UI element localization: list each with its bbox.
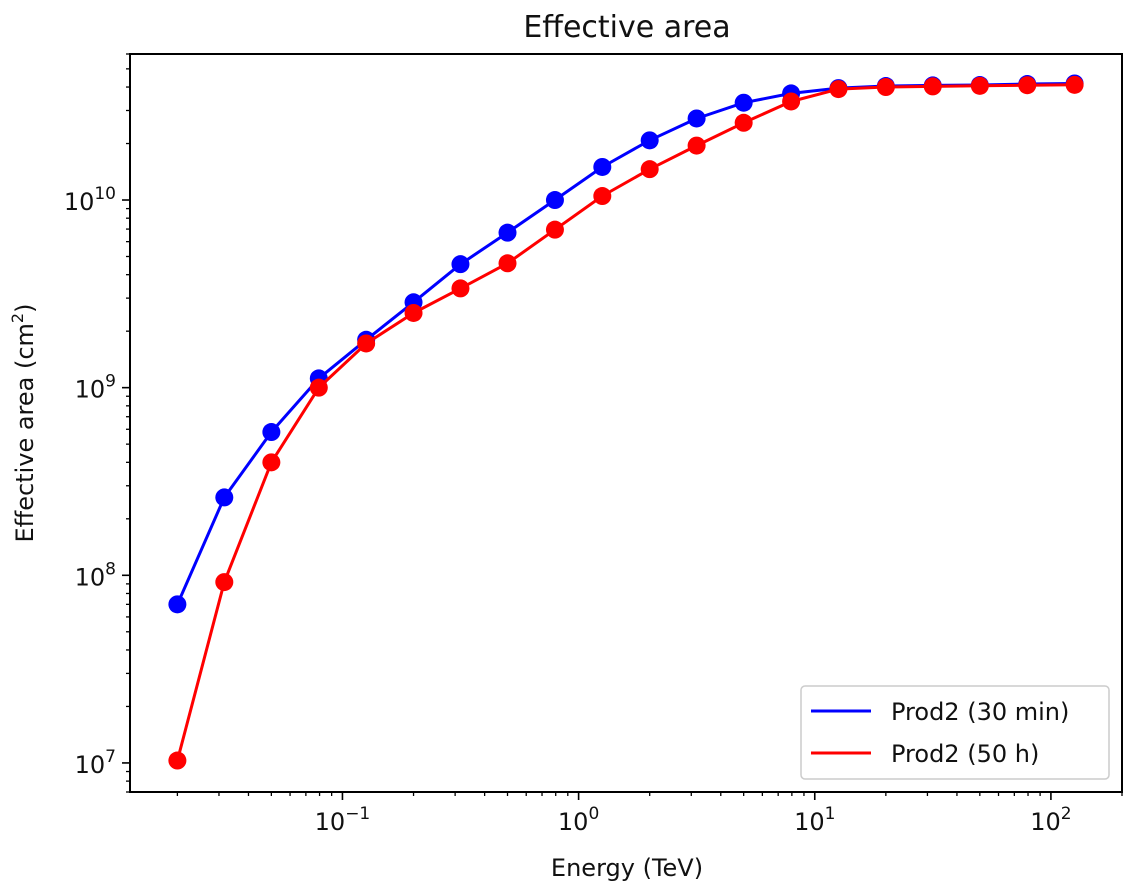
series-2-point (498, 254, 517, 273)
y-tick-label: 109 (75, 372, 116, 404)
series-2-point (734, 113, 753, 132)
y-axis-label: Effective area (cm2) (8, 304, 39, 543)
x-tick-label-exponent: 2 (1061, 804, 1072, 824)
x-tick-label: 101 (794, 804, 835, 836)
y-axis-label-close: ) (11, 304, 39, 313)
x-tick-label: 100 (558, 804, 599, 836)
series-2-point (1065, 75, 1084, 94)
series-1-point (498, 223, 517, 242)
series-1-point (593, 157, 612, 176)
series-2-point (1018, 76, 1037, 95)
y-tick-label-exponent: 9 (105, 372, 116, 392)
plot-area (168, 74, 1084, 770)
axes-frame (129, 53, 1123, 793)
series-2-point (593, 187, 612, 206)
y-axis-label-superscript: 2 (8, 313, 27, 323)
x-tick-label-exponent: −1 (345, 804, 370, 824)
series-2-point (640, 160, 659, 179)
series-2-point (309, 378, 328, 397)
series-2-point (262, 453, 281, 472)
x-tick-label-base: 10 (1030, 808, 1061, 836)
x-tick-label-exponent: 0 (588, 804, 599, 824)
series-1-point (640, 131, 659, 150)
y-tick-label-base: 10 (75, 563, 106, 591)
series-2-point (357, 334, 376, 353)
x-tick-label-base: 10 (558, 808, 589, 836)
y-tick-label-exponent: 8 (105, 559, 116, 579)
x-tick-label: 102 (1030, 804, 1071, 836)
y-tick-label-base: 10 (75, 751, 106, 779)
x-tick-label-base: 10 (315, 808, 346, 836)
y-tick-label-exponent: 10 (94, 184, 116, 204)
series-2-point (970, 76, 989, 95)
series-1-point (734, 93, 753, 112)
x-tick-label-exponent: 1 (825, 804, 836, 824)
x-axis-label: Energy (TeV) (551, 854, 703, 882)
legend-label-2: Prod2 (50 h) (891, 740, 1039, 768)
series-1-point (545, 191, 564, 210)
series-2-point (215, 573, 234, 592)
series-2-point (404, 303, 423, 322)
series-1-point (262, 423, 281, 442)
series-2-point (545, 220, 564, 239)
series-2-point (923, 77, 942, 96)
y-tick-label: 1010 (64, 184, 116, 216)
x-tick-label-base: 10 (794, 808, 825, 836)
chart-title: Effective area (523, 10, 730, 45)
series-2-point (876, 78, 895, 97)
series-1-point (168, 595, 187, 614)
series-line-1 (176, 82, 1075, 606)
y-tick-label-exponent: 7 (105, 747, 116, 767)
series-2-point (687, 136, 706, 155)
legend-box (800, 685, 1110, 780)
series-1-point (451, 255, 470, 274)
series-line-2 (175, 83, 1075, 761)
legend-label-1: Prod2 (30 min) (891, 698, 1069, 726)
series-2-point (168, 751, 187, 770)
x-tick-label: 10−1 (315, 804, 371, 836)
y-tick-label: 108 (75, 559, 116, 591)
series-2-point (451, 279, 470, 298)
y-tick-label: 107 (75, 747, 116, 779)
series-1-point (215, 488, 234, 507)
legend: Prod2 (30 min) Prod2 (50 h) (800, 685, 1110, 780)
series-1-point (687, 109, 706, 128)
y-tick-label-base: 10 (64, 188, 95, 216)
y-axis-label-main: Effective area (cm (11, 323, 39, 542)
y-tick-label-base: 10 (75, 376, 106, 404)
series-2-point (829, 80, 848, 99)
series-2-point (782, 92, 801, 111)
